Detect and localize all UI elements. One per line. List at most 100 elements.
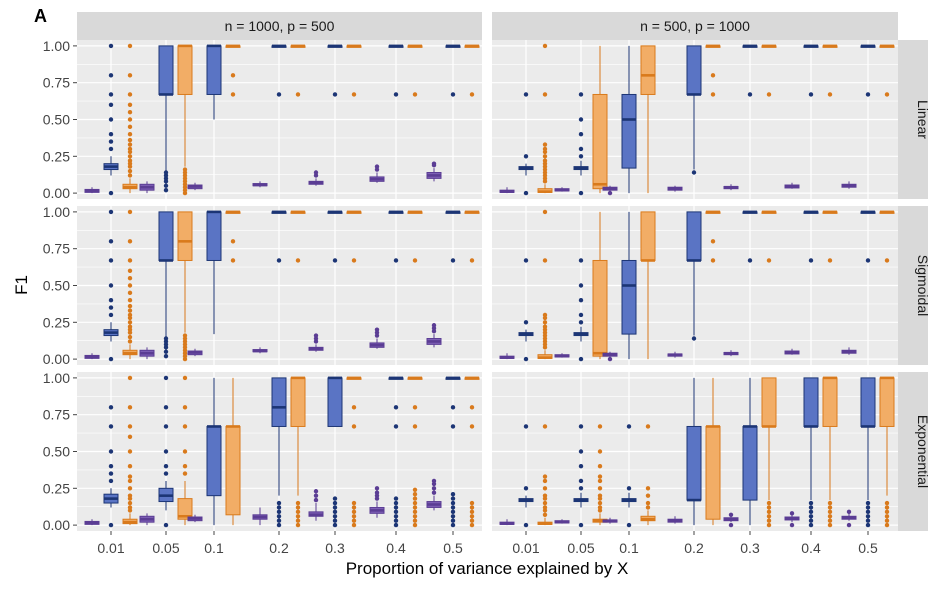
- outlier-point: [163, 449, 169, 454]
- panel-boxes: [499, 43, 895, 196]
- outlier-point: [393, 92, 399, 97]
- outlier-point: [127, 324, 133, 329]
- x-tick-label: 0.2: [684, 540, 704, 556]
- outlier-point: [808, 518, 814, 523]
- outlier-point: [295, 522, 301, 528]
- outlier-point: [332, 522, 338, 528]
- outlier-point: [808, 509, 814, 515]
- outlier-point: [127, 298, 133, 303]
- box-body: [206, 211, 222, 261]
- outlier-point: [597, 500, 603, 506]
- outlier-point: [523, 522, 529, 528]
- outlier-point: [412, 424, 418, 429]
- outlier-point: [393, 509, 399, 515]
- box-purple: [139, 513, 155, 526]
- outlier-point: [450, 522, 456, 528]
- box-orange: [879, 210, 895, 263]
- outlier-point: [127, 303, 133, 309]
- box-blue: [742, 44, 758, 97]
- outlier-point: [766, 500, 772, 506]
- box-orange: [537, 43, 553, 194]
- outlier-point: [182, 333, 188, 338]
- outlier-point: [412, 500, 418, 506]
- y-tick-label: 0.00: [43, 517, 70, 533]
- outlier-point: [127, 339, 133, 344]
- outlier-point: [808, 500, 814, 506]
- y-tick-label: 0.75: [43, 75, 70, 91]
- row-strip: [898, 40, 928, 199]
- outlier-point: [332, 500, 338, 506]
- outlier-point: [108, 92, 114, 97]
- outlier-point: [523, 356, 529, 362]
- box-orange: [122, 43, 138, 194]
- box-blue: [158, 375, 174, 528]
- outlier-point: [542, 512, 548, 518]
- box-blue: [103, 209, 119, 362]
- box-purple: [602, 185, 618, 196]
- outlier-point: [542, 258, 548, 263]
- panel-boxes: [84, 375, 480, 528]
- outlier-point: [523, 320, 529, 325]
- box-purple: [139, 347, 155, 360]
- outlier-point: [108, 132, 114, 137]
- box-blue: [742, 377, 758, 526]
- x-tick-label: 0.1: [619, 540, 639, 556]
- box-orange: [705, 210, 721, 263]
- box-purple: [667, 351, 683, 358]
- box-purple: [602, 517, 618, 524]
- outlier-point: [182, 471, 188, 476]
- outlier-point: [393, 500, 399, 506]
- x-tick-label: 0.1: [204, 540, 224, 556]
- box-body: [177, 498, 193, 520]
- x-tick-label: 0.3: [325, 540, 345, 556]
- outlier-point: [230, 239, 236, 244]
- panel-boxes: [499, 209, 895, 362]
- outlier-point: [108, 522, 114, 528]
- outlier-point: [747, 92, 753, 97]
- box-body: [686, 45, 702, 95]
- outlier-point: [108, 464, 114, 469]
- box-purple: [667, 185, 683, 192]
- box-blue: [327, 210, 343, 263]
- row-strip-label: Sigmoidal: [915, 255, 931, 316]
- box-orange: [761, 377, 777, 528]
- outlier-point: [313, 493, 319, 498]
- box-blue: [860, 210, 876, 263]
- outlier-point: [766, 522, 772, 528]
- outlier-point: [808, 514, 814, 519]
- outlier-point: [108, 283, 114, 288]
- outlier-point: [295, 514, 301, 519]
- box-body: [158, 211, 174, 261]
- box-purple: [841, 347, 857, 355]
- outlier-point: [607, 356, 613, 362]
- box-blue: [206, 377, 222, 526]
- box-purple: [723, 512, 739, 528]
- outlier-point: [412, 491, 418, 497]
- box-orange: [290, 376, 306, 528]
- box-body: [640, 211, 656, 261]
- box-blue: [271, 377, 287, 528]
- box-blue: [327, 44, 343, 97]
- outlier-point: [127, 268, 133, 273]
- outlier-point: [412, 522, 418, 528]
- outlier-point: [710, 73, 716, 78]
- box-blue: [573, 92, 589, 196]
- outlier-point: [412, 258, 418, 263]
- outlier-point: [607, 190, 613, 196]
- box-blue: [271, 44, 287, 97]
- outlier-point: [127, 405, 133, 410]
- column-strip-label: n = 1000, p = 500: [225, 18, 335, 34]
- box-blue: [388, 376, 404, 528]
- outlier-point: [295, 509, 301, 515]
- outlier-point: [578, 522, 584, 528]
- box-body: [592, 93, 608, 190]
- outlier-point: [450, 92, 456, 97]
- box-body: [177, 45, 193, 95]
- outlier-point: [766, 514, 772, 519]
- box-blue: [686, 211, 702, 341]
- panel-boxes: [84, 43, 480, 196]
- outlier-point: [469, 424, 475, 429]
- outlier-point: [578, 146, 584, 152]
- box-body: [879, 377, 895, 427]
- box-body: [742, 425, 758, 501]
